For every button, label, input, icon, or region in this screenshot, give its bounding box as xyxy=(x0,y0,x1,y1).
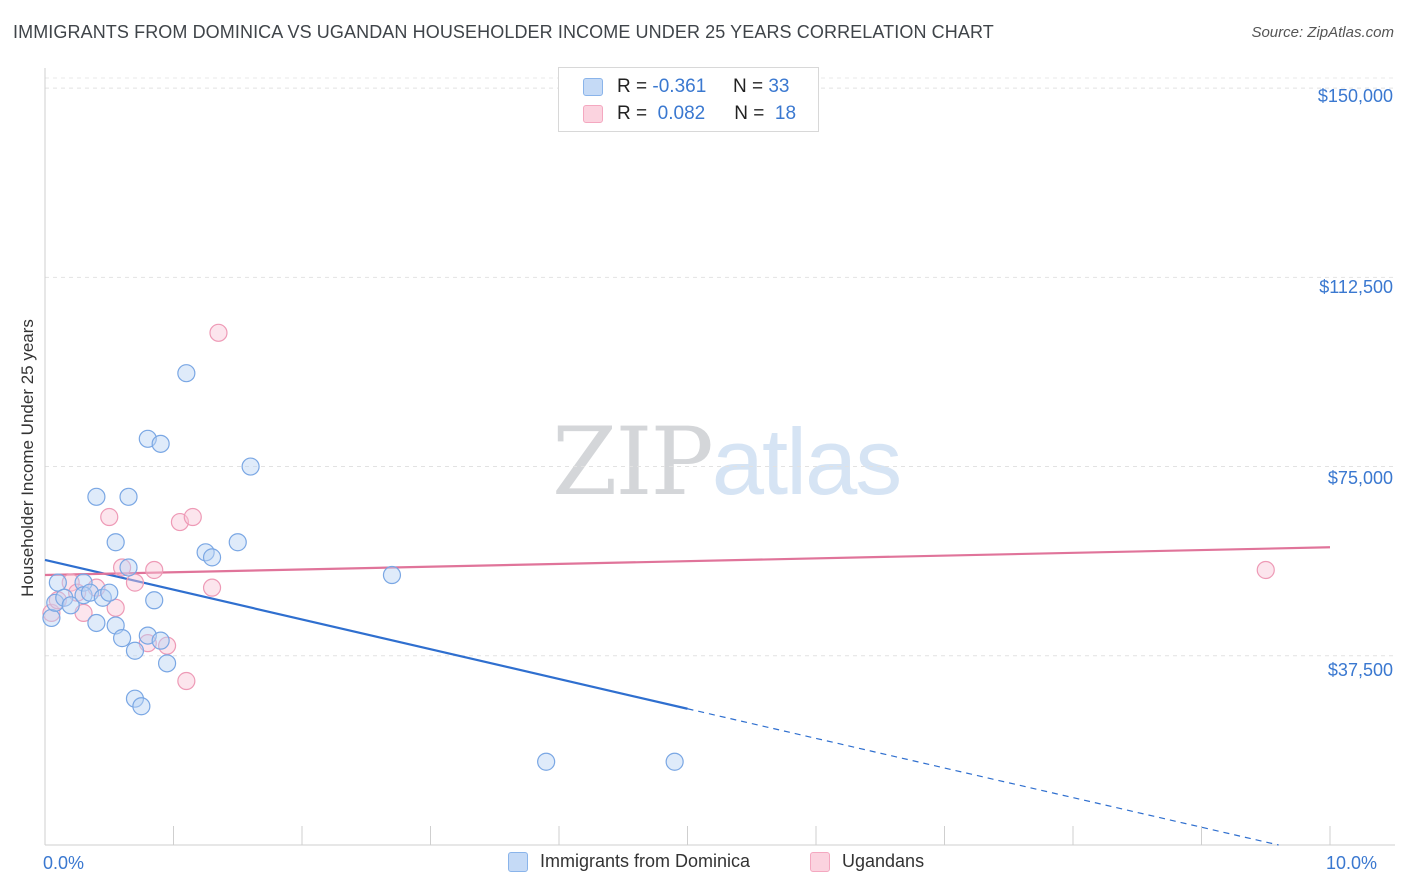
data-point-dominica-16 xyxy=(112,629,132,648)
data-point-dominica-32 xyxy=(537,752,556,771)
y-tick-label-112500: $112,500 xyxy=(1319,277,1393,297)
data-point-dominica-13 xyxy=(119,487,138,506)
y-tick-label-75000: $75,000 xyxy=(1327,468,1393,488)
data-point-dominica-0 xyxy=(42,608,61,628)
data-point-ugandans-9 xyxy=(125,573,145,592)
watermark-atlas: atlas xyxy=(711,409,903,514)
data-point-dominica-26 xyxy=(177,364,196,383)
legend-swatch-blue xyxy=(583,78,603,96)
data-point-dominica-14 xyxy=(119,558,138,577)
trend-line-ugandans xyxy=(44,546,1331,577)
legend-swatch-pink xyxy=(810,851,830,872)
data-points xyxy=(42,323,1275,771)
n-value-dominica: 33 xyxy=(768,76,790,97)
data-point-dominica-28 xyxy=(202,548,222,567)
data-point-ugandans-15 xyxy=(177,671,196,691)
r-label: R = xyxy=(617,103,648,124)
data-point-dominica-23 xyxy=(157,654,177,673)
n-label: N = xyxy=(734,103,765,124)
data-point-dominica-18 xyxy=(125,689,145,708)
data-point-ugandans-6 xyxy=(100,507,119,527)
data-point-ugandans-16 xyxy=(202,578,222,597)
legend-label-dominica: Immigrants from Dominica xyxy=(540,851,751,871)
watermark: ZIPatlas xyxy=(552,408,903,517)
data-point-dominica-21 xyxy=(145,591,164,610)
data-point-ugandans-2 xyxy=(61,573,80,592)
n-label: N = xyxy=(732,76,764,97)
legend-swatch-blue xyxy=(508,851,528,872)
data-point-dominica-33 xyxy=(665,752,684,771)
trend-line-dominica-extension xyxy=(687,708,1279,846)
data-point-ugandans-14 xyxy=(183,507,202,527)
data-point-ugandans-11 xyxy=(145,560,164,580)
correlation-legend: R = -0.361 N = 33 R = 0.082 N = 18 xyxy=(558,67,819,132)
data-point-dominica-3 xyxy=(55,588,74,607)
data-point-dominica-2 xyxy=(48,573,67,592)
gridlines xyxy=(45,77,1395,657)
legend-swatch-pink xyxy=(583,105,603,123)
data-point-ugandans-17 xyxy=(209,323,228,342)
source-label: Source: ZipAtlas.com xyxy=(1251,24,1394,41)
axes xyxy=(44,68,1395,846)
y-tick-label-37500: $37,500 xyxy=(1327,660,1393,680)
data-point-dominica-29 xyxy=(228,533,247,552)
series-legend: Immigrants from Dominica Ugandans xyxy=(0,851,1406,877)
r-value-dominica: -0.361 xyxy=(652,76,707,97)
data-point-dominica-7 xyxy=(87,487,106,506)
data-point-dominica-22 xyxy=(151,631,170,650)
data-point-dominica-5 xyxy=(74,573,93,592)
data-point-ugandans-18 xyxy=(1256,560,1275,580)
data-point-dominica-4 xyxy=(61,596,80,615)
data-point-dominica-30 xyxy=(241,457,260,476)
data-point-dominica-10 xyxy=(100,583,119,602)
x-tick-label-min: 0.0% xyxy=(43,853,85,873)
y-tick-label-150000: $150,000 xyxy=(1317,86,1393,106)
data-point-ugandans-8 xyxy=(112,558,132,577)
trend-lines xyxy=(44,546,1331,846)
trend-line-dominica xyxy=(44,558,688,710)
n-value-ugandans: 18 xyxy=(774,103,797,124)
watermark-zip: ZIP xyxy=(552,408,714,517)
legend-row-ugandans: R = 0.082 N = 18 xyxy=(583,102,796,126)
legend-item-dominica[interactable]: Immigrants from Dominica xyxy=(508,851,750,872)
legend-row-dominica: R = -0.361 N = 33 xyxy=(583,75,789,99)
legend-label-ugandans: Ugandans xyxy=(842,851,925,871)
r-value-ugandans: 0.082 xyxy=(657,103,706,124)
x-tick-label-max: 10.0% xyxy=(1326,853,1378,873)
data-point-dominica-31 xyxy=(382,565,402,585)
chart-title: IMMIGRANTS FROM DOMINICA VS UGANDAN HOUS… xyxy=(13,22,994,42)
data-point-dominica-17 xyxy=(125,641,145,660)
r-label: R = xyxy=(617,76,648,97)
data-point-dominica-1 xyxy=(46,593,65,612)
legend-item-ugandans[interactable]: Ugandans xyxy=(810,851,924,872)
data-point-dominica-19 xyxy=(132,697,151,716)
data-point-dominica-12 xyxy=(106,533,125,552)
data-point-dominica-11 xyxy=(87,613,106,633)
data-point-ugandans-7 xyxy=(106,598,125,617)
data-point-dominica-25 xyxy=(151,434,170,453)
